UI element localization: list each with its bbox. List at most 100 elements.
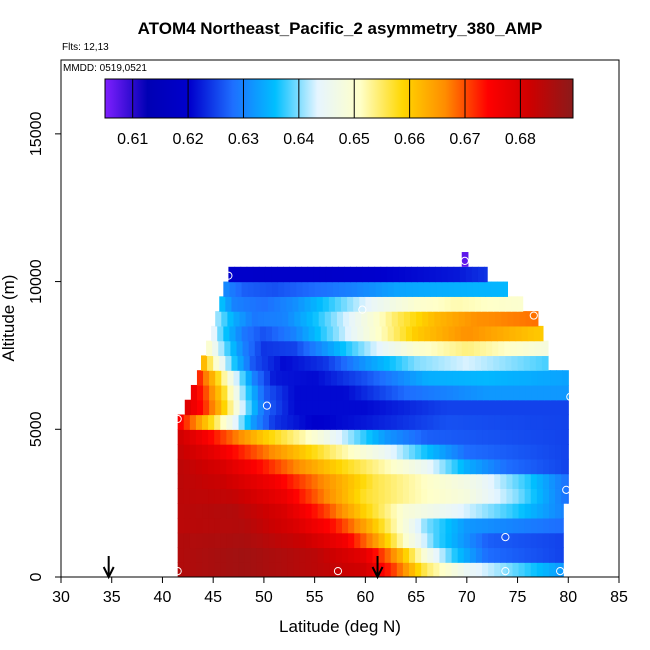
heatmap-cell bbox=[372, 532, 380, 549]
heatmap-cell bbox=[518, 458, 526, 475]
heatmap-cell bbox=[262, 458, 270, 475]
heatmap-cell bbox=[463, 562, 471, 577]
heatmap-cell bbox=[360, 458, 367, 475]
heatmap-cell bbox=[473, 340, 481, 357]
heatmap-cell bbox=[232, 414, 240, 430]
heatmap-cell bbox=[530, 562, 538, 577]
heatmap-cell bbox=[466, 325, 474, 342]
heatmap-cell bbox=[445, 429, 453, 445]
heatmap-cell bbox=[244, 429, 252, 445]
heatmap-cell bbox=[331, 266, 339, 283]
flights-note: Flts: 12,13 bbox=[62, 42, 109, 53]
heatmap-cell bbox=[319, 266, 327, 283]
heatmap-cell bbox=[561, 562, 564, 577]
heatmap-cell bbox=[189, 488, 197, 504]
heatmap-cell bbox=[384, 488, 392, 504]
heatmap-cell bbox=[517, 355, 525, 371]
heatmap-cell bbox=[332, 325, 340, 342]
heatmap-cell bbox=[242, 340, 250, 357]
heatmap-cell bbox=[304, 355, 312, 371]
heatmap-cell bbox=[404, 266, 412, 283]
heatmap-cell bbox=[391, 370, 399, 386]
heatmap-cell bbox=[335, 562, 343, 577]
chart-title: ATOM4 Northeast_Pacific_2 asymmetry_380_… bbox=[138, 19, 543, 38]
heatmap-cell bbox=[408, 414, 416, 430]
heatmap-cell bbox=[220, 532, 227, 549]
heatmap-cell bbox=[244, 517, 252, 534]
heatmap-cell bbox=[431, 340, 438, 357]
heatmap-cell bbox=[372, 517, 380, 534]
flight-arrow bbox=[371, 556, 384, 580]
heatmap-cell bbox=[417, 266, 424, 283]
heatmap-cell bbox=[219, 296, 226, 312]
heatmap-cell bbox=[483, 370, 490, 386]
heatmap-cell bbox=[378, 429, 386, 445]
heatmap-cell bbox=[421, 547, 428, 563]
heatmap-cell bbox=[299, 517, 307, 534]
heatmap-cell bbox=[238, 444, 246, 460]
heatmap-cell bbox=[323, 429, 331, 445]
heatmap-cell bbox=[512, 444, 520, 460]
heatmap-cell bbox=[422, 384, 429, 401]
heatmap-cell bbox=[432, 355, 440, 371]
heatmap-cell bbox=[440, 370, 448, 386]
heatmap-cell bbox=[326, 281, 334, 297]
x-tick-label: 50 bbox=[255, 589, 273, 606]
heatmap-cell bbox=[472, 325, 480, 342]
heatmap-cell bbox=[273, 340, 280, 357]
heatmap-cell bbox=[396, 488, 404, 504]
heatmap-cell bbox=[530, 473, 538, 489]
heatmap-cell bbox=[250, 488, 258, 504]
heatmap-cell bbox=[403, 399, 411, 416]
heatmap-cell bbox=[460, 325, 468, 342]
heatmap-cell bbox=[428, 384, 435, 401]
heatmap-cell bbox=[276, 311, 283, 327]
heatmap-cell bbox=[294, 384, 302, 401]
heatmap-cell bbox=[495, 399, 502, 416]
heatmap-cell bbox=[458, 384, 466, 401]
heatmap-cell bbox=[384, 414, 392, 430]
heatmap-cell bbox=[439, 562, 447, 577]
heatmap-cell bbox=[232, 517, 240, 534]
heatmap-cell bbox=[281, 429, 288, 445]
heatmap-cell bbox=[512, 488, 520, 504]
heatmap-cell bbox=[533, 325, 541, 342]
heatmap-cell bbox=[402, 444, 410, 460]
heatmap-cell bbox=[299, 562, 307, 577]
heatmap-cell bbox=[451, 444, 459, 460]
heatmap-cell bbox=[427, 473, 434, 489]
heatmap-cell bbox=[348, 414, 355, 430]
heatmap-cell bbox=[567, 414, 569, 430]
heatmap-cell bbox=[463, 444, 471, 460]
heatmap-cell bbox=[189, 547, 197, 563]
heatmap-cell bbox=[424, 325, 431, 342]
heatmap-cell bbox=[226, 458, 234, 475]
heatmap-cell bbox=[353, 296, 360, 312]
heatmap-cell bbox=[287, 444, 294, 460]
y-tick-label: 0 bbox=[28, 572, 45, 581]
heatmap-cell bbox=[290, 281, 297, 297]
heatmap-cell bbox=[390, 488, 398, 504]
heatmap-cell bbox=[378, 488, 386, 504]
heatmap-cell bbox=[542, 562, 550, 577]
colorbar-tick-label: 0.65 bbox=[339, 131, 370, 148]
heatmap-cell bbox=[408, 562, 416, 577]
heatmap-cell bbox=[378, 547, 386, 563]
heatmap-cell bbox=[371, 355, 379, 371]
heatmap-cell bbox=[402, 517, 410, 534]
heatmap-cell bbox=[518, 444, 526, 460]
heatmap-cell bbox=[555, 547, 562, 563]
heatmap-cell bbox=[347, 296, 354, 312]
heatmap-cell bbox=[305, 488, 313, 504]
heatmap-cell bbox=[494, 562, 501, 577]
sample-marker bbox=[460, 256, 469, 265]
heatmap-cell bbox=[342, 458, 349, 475]
heatmap-cell bbox=[288, 370, 295, 386]
heatmap-cell bbox=[363, 325, 371, 342]
heatmap-cell bbox=[183, 429, 191, 445]
heatmap-cell bbox=[445, 414, 453, 430]
heatmap-cell bbox=[202, 547, 209, 563]
heatmap-cell bbox=[298, 296, 306, 312]
heatmap-cell bbox=[482, 458, 489, 475]
heatmap-cell bbox=[503, 281, 508, 297]
